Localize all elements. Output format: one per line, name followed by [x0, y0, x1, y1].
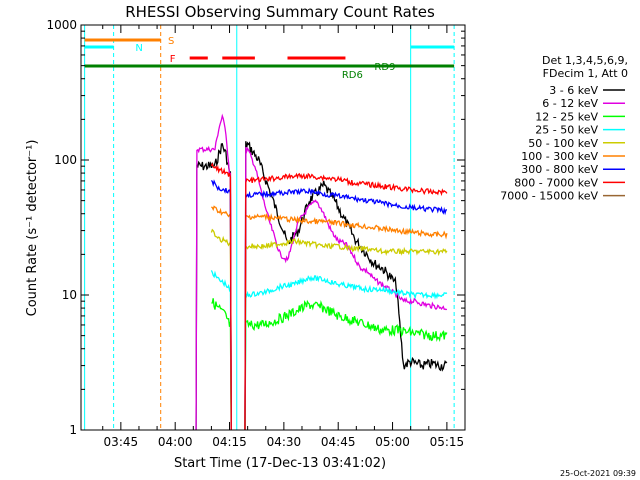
flag-label-s: S	[168, 36, 174, 47]
legend-label: 100 - 300 keV	[521, 150, 598, 163]
series-line-3	[210, 270, 448, 430]
y-tick-label: 100	[54, 153, 77, 167]
flag-label-rd9: RD9	[374, 62, 395, 73]
series-line-0	[195, 141, 448, 430]
flag-label-f: F	[170, 54, 176, 65]
series-line-7	[210, 162, 448, 430]
series-line-5	[211, 205, 448, 430]
y-tick-label: 1000	[46, 18, 77, 32]
legend-label: 7000 - 15000 keV	[500, 190, 598, 203]
annotation-label: RD6	[342, 70, 363, 81]
x-tick-label: 05:00	[375, 435, 410, 449]
legend-label: 800 - 7000 keV	[514, 176, 598, 189]
y-tick-label: 1	[69, 423, 77, 437]
x-tick-label: 04:00	[158, 435, 193, 449]
series-line-1	[195, 113, 448, 430]
legend-label: 50 - 100 keV	[528, 137, 598, 150]
flag-label-n: N	[135, 43, 142, 54]
legend-label: 300 - 800 keV	[521, 163, 598, 176]
x-tick-label: 05:15	[430, 435, 465, 449]
chart-title: RHESSI Observing Summary Count Rates	[125, 3, 435, 21]
x-tick-label: 04:30	[267, 435, 302, 449]
plot-frame	[80, 24, 466, 431]
legend: Det 1,3,4,5,6,9,FDecim 1, Att 0 3 - 6 keV…	[500, 54, 628, 203]
legend-label: 6 - 12 keV	[542, 97, 598, 110]
x-tick-label: 04:45	[321, 435, 356, 449]
x-tick-label: 04:15	[212, 435, 247, 449]
series-line-6	[210, 179, 447, 430]
legend-header: Det 1,3,4,5,6,9,	[542, 54, 628, 67]
y-tick-label: 10	[62, 288, 77, 302]
series-line-2	[211, 298, 448, 430]
legend-label: 3 - 6 keV	[549, 84, 598, 97]
y-axis-label: Count Rate (s⁻¹ detector⁻¹)	[25, 140, 40, 317]
legend-label: 25 - 50 keV	[535, 124, 598, 137]
legend-label: 12 - 25 keV	[535, 110, 598, 123]
legend-header: FDecim 1, Att 0	[543, 67, 628, 80]
x-tick-label: 03:45	[104, 435, 139, 449]
x-axis-label: Start Time (17-Dec-13 03:41:02)	[174, 456, 386, 471]
series-line-4	[210, 228, 448, 430]
footer-date: 25-Oct-2021 09:39	[560, 469, 636, 478]
